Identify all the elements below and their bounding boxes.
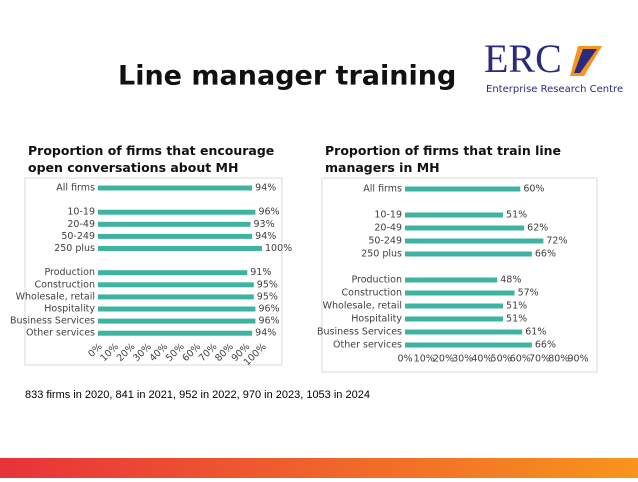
y-tick-label: Business Services: [317, 327, 402, 338]
bar: [405, 342, 532, 348]
value-label: 51%: [506, 301, 527, 312]
bar: [98, 330, 253, 336]
bar: [98, 294, 254, 300]
logo-name: ERC: [484, 36, 562, 81]
y-tick-label: Construction: [35, 279, 96, 290]
y-tick-label: 10-19: [374, 210, 402, 221]
bar: [405, 290, 515, 296]
y-tick-label: 20-49: [67, 219, 95, 230]
x-tick-label: 20%: [433, 354, 454, 365]
bar: [98, 270, 248, 276]
value-label: 62%: [527, 223, 548, 234]
bar: [98, 209, 256, 215]
value-label: 96%: [258, 304, 279, 315]
x-tick-label: 70%: [529, 354, 550, 365]
y-tick-label: Construction: [342, 288, 403, 299]
bar: [98, 318, 256, 324]
bar: [405, 277, 498, 283]
footer-band: [0, 458, 638, 478]
logo-mark: [574, 49, 597, 73]
value-label: 57%: [518, 288, 539, 299]
chart-frame: [321, 177, 598, 373]
bar: [405, 225, 525, 231]
value-label: 61%: [525, 327, 546, 338]
x-tick-label: 60%: [510, 354, 531, 365]
y-tick-label: Production: [44, 267, 95, 278]
y-tick-label: Other services: [26, 328, 95, 339]
value-label: 60%: [523, 184, 544, 195]
bar: [405, 238, 544, 244]
value-label: 95%: [257, 291, 278, 302]
y-tick-label: Production: [351, 275, 402, 286]
x-tick-label: 30%: [452, 354, 473, 365]
value-label: 96%: [258, 207, 279, 218]
footnote: 833 firms in 2020, 841 in 2021, 952 in 2…: [25, 389, 370, 401]
bar: [405, 316, 504, 322]
logo: ERC Enterprise Research Centre: [484, 36, 623, 95]
y-tick-label: 20-49: [374, 223, 402, 234]
x-tick-label: 40%: [471, 354, 492, 365]
bar: [405, 251, 532, 257]
x-tick-label: 80%: [548, 354, 569, 365]
chart-title: Proportion of firms that train line manag…: [325, 143, 561, 175]
value-label: 51%: [506, 210, 527, 221]
y-tick-label: Wholesale, retail: [323, 301, 402, 312]
x-tick-label: 0%: [397, 354, 412, 365]
x-tick-label: 90%: [567, 354, 588, 365]
y-tick-label: Wholesale, retail: [16, 291, 95, 302]
logo-subtitle: Enterprise Research Centre: [486, 84, 623, 95]
y-tick-label: 50-249: [368, 236, 402, 247]
value-label: 66%: [535, 249, 556, 260]
bar: [98, 282, 254, 288]
y-tick-label: Other services: [333, 340, 402, 351]
y-tick-label: 250 plus: [54, 243, 95, 254]
y-tick-label: 250 plus: [361, 249, 402, 260]
bar: [405, 212, 504, 218]
value-label: 66%: [535, 340, 556, 351]
y-tick-label: Business Services: [10, 316, 95, 327]
chart-frame: [24, 177, 283, 366]
y-tick-label: Hospitality: [351, 314, 402, 325]
bar: [405, 303, 504, 309]
chart-title: Proportion of firms that encourage open c…: [28, 143, 274, 175]
value-label: 94%: [255, 231, 276, 242]
slide-title: Line manager training: [118, 61, 456, 92]
value-label: 95%: [257, 279, 278, 290]
value-label: 96%: [258, 316, 279, 327]
bar: [405, 186, 521, 192]
y-tick-label: 50-249: [61, 231, 95, 242]
bar: [98, 221, 251, 227]
value-label: 48%: [500, 275, 521, 286]
x-tick-label: 50%: [491, 354, 512, 365]
value-label: 100%: [265, 243, 292, 254]
bar: [405, 329, 523, 335]
value-label: 72%: [546, 236, 567, 247]
y-tick-label: All firms: [363, 184, 402, 195]
bar: [98, 246, 262, 251]
value-label: 51%: [506, 314, 527, 325]
y-tick-label: All firms: [56, 183, 95, 194]
y-tick-label: Hospitality: [44, 304, 95, 315]
bar: [98, 306, 256, 312]
bar: [98, 233, 253, 239]
value-label: 94%: [255, 183, 276, 194]
y-tick-label: 10-19: [67, 207, 95, 218]
value-label: 91%: [250, 267, 271, 278]
x-tick-label: 10%: [414, 354, 435, 365]
bar: [98, 185, 253, 191]
value-label: 93%: [254, 219, 275, 230]
value-label: 94%: [255, 328, 276, 339]
